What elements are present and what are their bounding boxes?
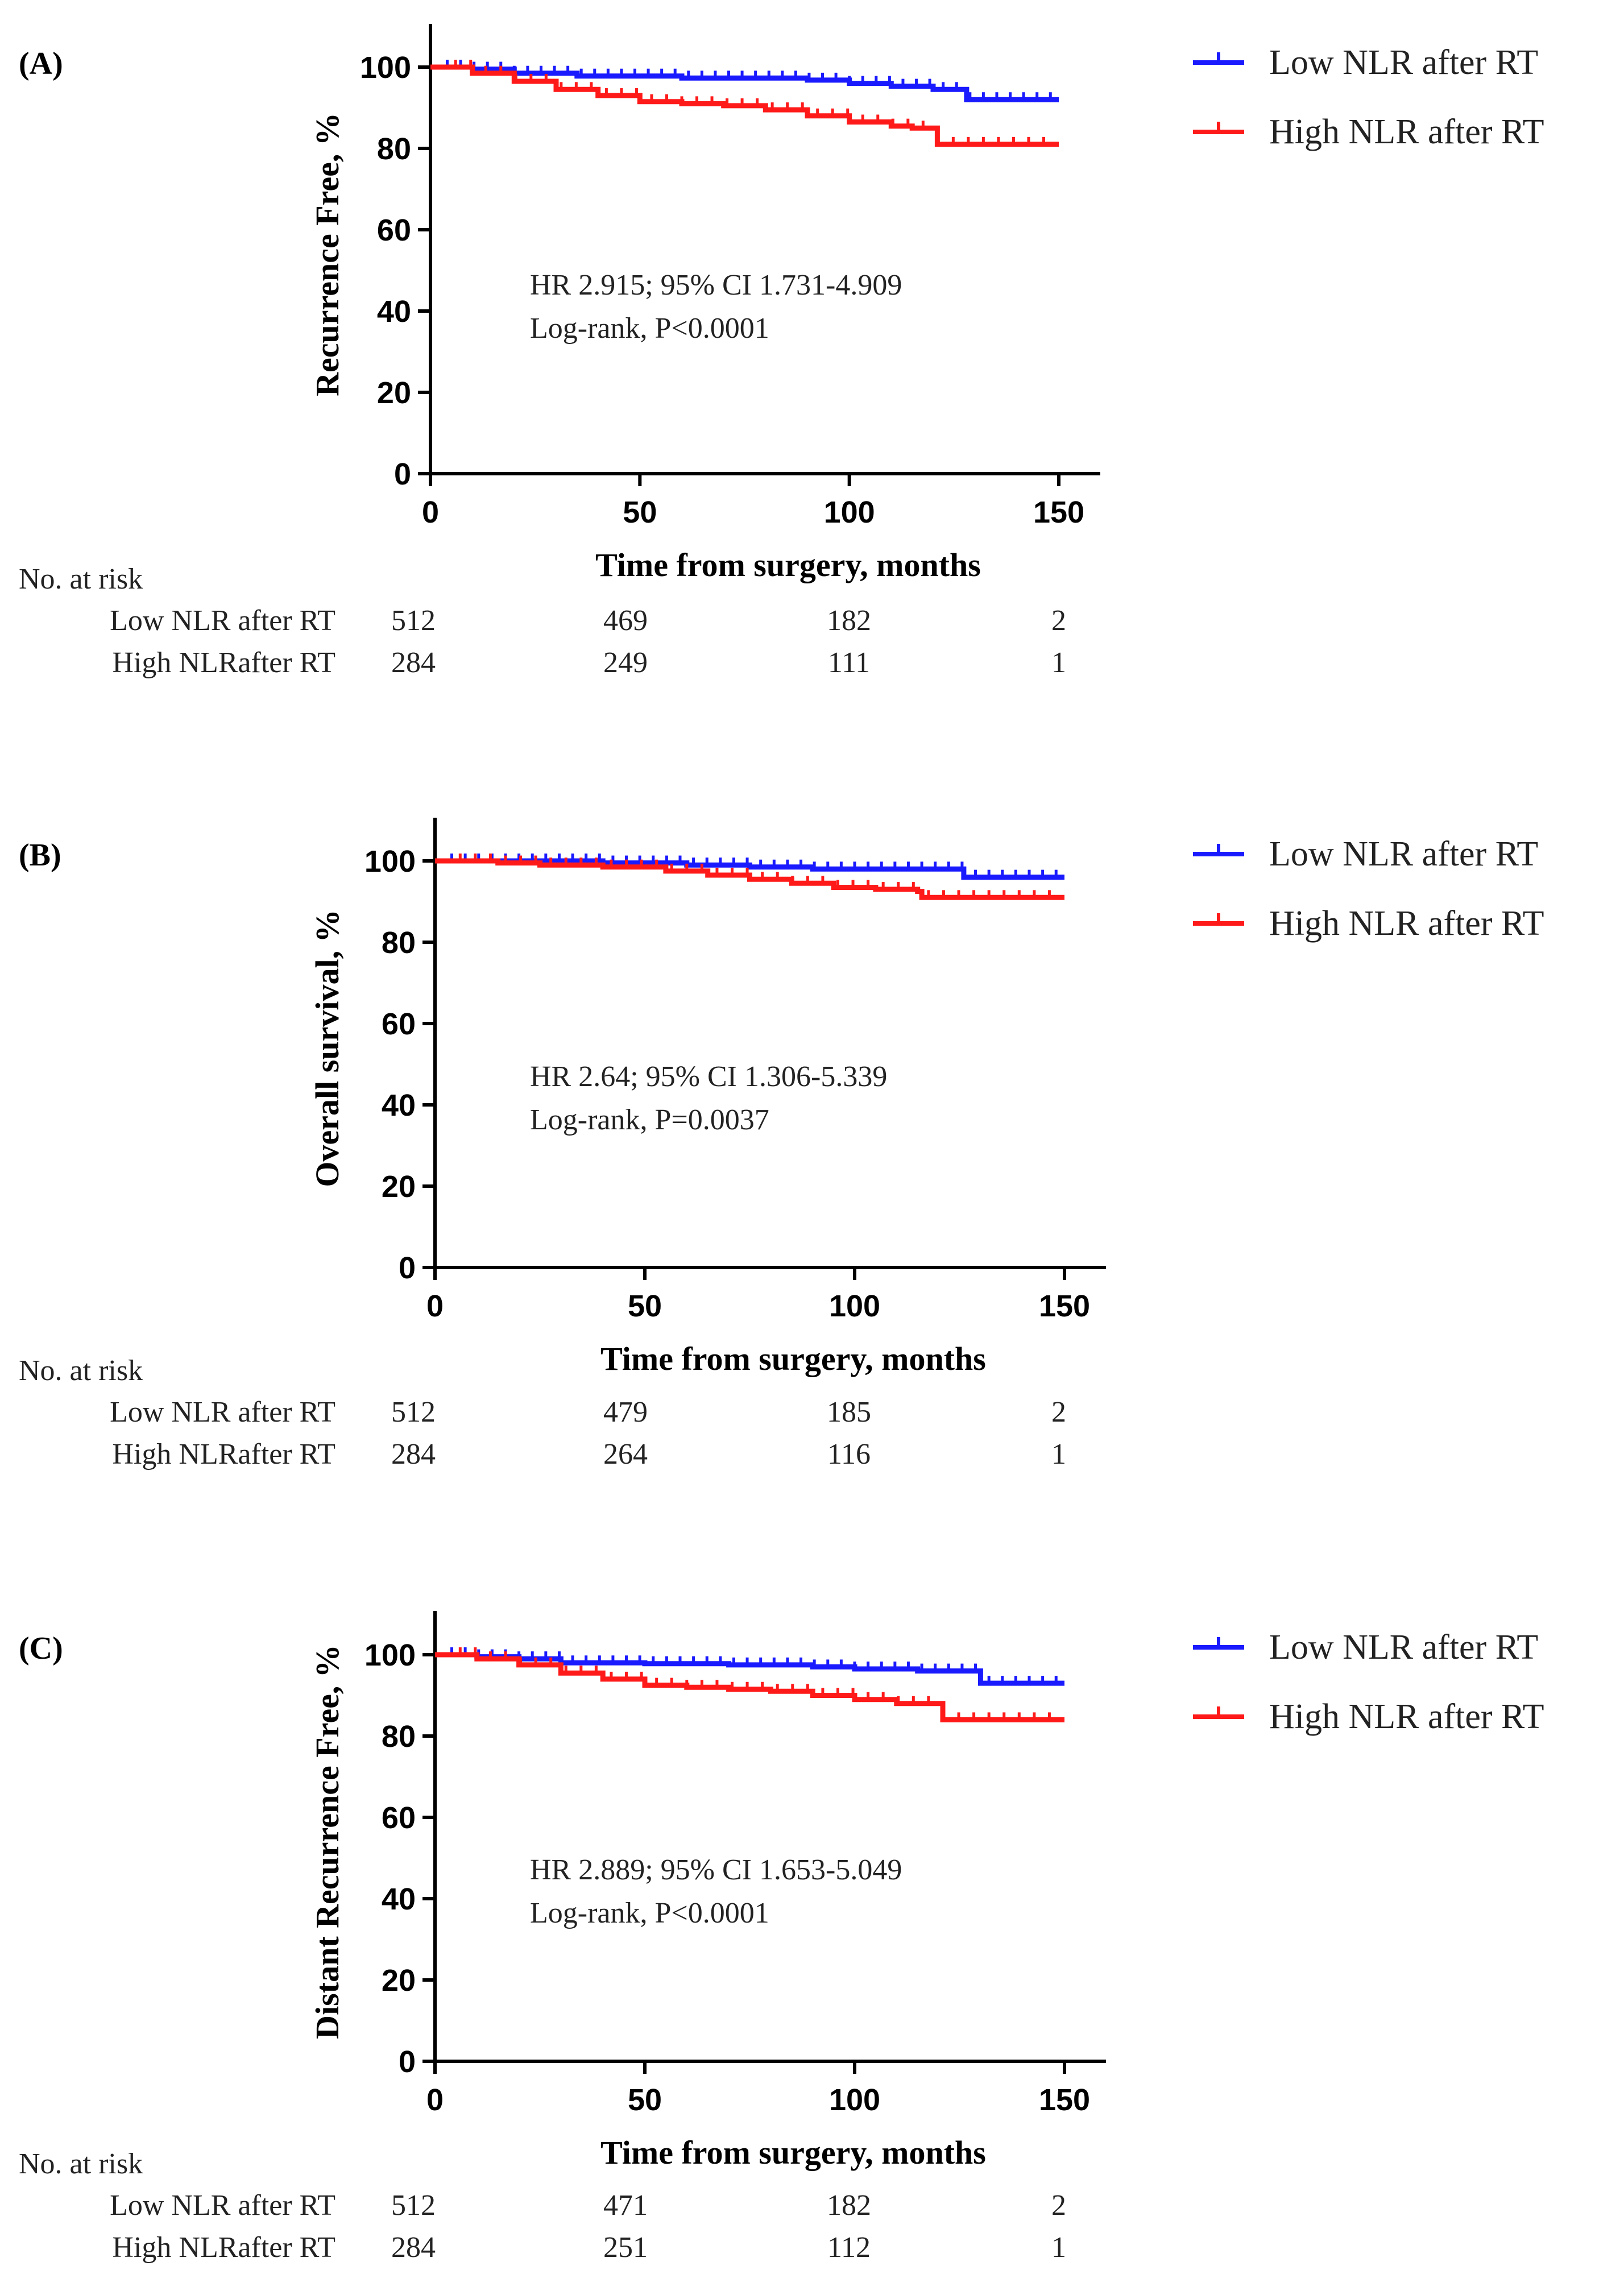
x-tick-label: 100 bbox=[824, 495, 875, 529]
x-tick-label: 50 bbox=[628, 1289, 662, 1323]
risk-row-label: Low NLR after RT bbox=[110, 2189, 335, 2222]
risk-value: 1 bbox=[1051, 1438, 1066, 1470]
y-axis-title: Recurrence Free, % bbox=[309, 113, 346, 396]
x-tick-label: 100 bbox=[829, 1289, 880, 1323]
panel-a: (A) 0 20 40 60 80 100 0 50 100 150 Recurrence Free,… bbox=[19, 24, 1544, 679]
risk-value: 471 bbox=[603, 2189, 648, 2222]
y-tick-label: 0 bbox=[394, 457, 411, 491]
risk-row-label: High NLRafter RT bbox=[112, 2231, 335, 2264]
risk-value: 182 bbox=[827, 2189, 871, 2222]
risk-value: 1 bbox=[1051, 2231, 1066, 2264]
y-tick-label: 20 bbox=[377, 376, 411, 410]
km-curve bbox=[430, 64, 1059, 147]
legend-label: Low NLR after RT bbox=[1269, 43, 1538, 82]
y-tick-label: 40 bbox=[377, 295, 411, 329]
hr-annotation-line: Log-rank, P<0.0001 bbox=[530, 1897, 769, 1929]
risk-value: 116 bbox=[827, 1438, 871, 1470]
risk-row-label: Low NLR after RT bbox=[110, 604, 335, 637]
risk-row-label: High NLRafter RT bbox=[112, 647, 335, 679]
y-tick-label: 40 bbox=[382, 1882, 416, 1916]
risk-value: 112 bbox=[827, 2231, 871, 2264]
risk-row-label: Low NLR after RT bbox=[110, 1396, 335, 1428]
legend-label: Low NLR after RT bbox=[1269, 1628, 1538, 1667]
series-low-nlr bbox=[435, 854, 1064, 880]
x-tick-label: 0 bbox=[426, 2083, 444, 2117]
x-tick-label: 150 bbox=[1039, 1289, 1090, 1323]
risk-value: 2 bbox=[1051, 1396, 1066, 1428]
y-tick-label: 60 bbox=[382, 1007, 416, 1041]
panel-label: (B) bbox=[19, 838, 61, 873]
panel-c: (C) 0 20 40 60 80 100 0 50 100 150 Distant Recurren… bbox=[19, 1611, 1544, 2264]
panel-label: (A) bbox=[19, 46, 63, 81]
risk-value: 182 bbox=[827, 604, 871, 637]
y-tick-label: 0 bbox=[399, 1251, 416, 1285]
x-tick-label: 50 bbox=[623, 495, 657, 529]
risk-value: 2 bbox=[1051, 604, 1066, 637]
hr-annotation-line: HR 2.64; 95% CI 1.306-5.339 bbox=[530, 1060, 887, 1093]
risk-value: 251 bbox=[603, 2231, 648, 2264]
series-high-nlr bbox=[435, 854, 1064, 900]
x-tick-label: 150 bbox=[1039, 2083, 1090, 2117]
x-tick-label: 50 bbox=[628, 2083, 662, 2117]
legend-label: Low NLR after RT bbox=[1269, 835, 1538, 873]
legend-label: High NLR after RT bbox=[1269, 1697, 1544, 1736]
y-tick-label: 100 bbox=[364, 844, 416, 879]
risk-value: 185 bbox=[827, 1396, 871, 1428]
risk-value: 284 bbox=[391, 1438, 436, 1470]
hr-annotation-line: HR 2.915; 95% CI 1.731-4.909 bbox=[530, 269, 902, 301]
risk-value: 111 bbox=[828, 647, 870, 679]
km-curve bbox=[435, 1652, 1064, 1722]
x-axis-title: Time from surgery, months bbox=[595, 546, 981, 583]
y-tick-label: 20 bbox=[382, 1963, 416, 1998]
risk-value: 264 bbox=[603, 1438, 648, 1470]
y-axis-title: Overall survival, % bbox=[309, 909, 346, 1187]
y-axis-title: Distant Recurrence Free, % bbox=[309, 1644, 346, 2039]
y-tick-label: 40 bbox=[382, 1088, 416, 1122]
x-tick-label: 100 bbox=[829, 2083, 880, 2117]
hr-annotation-line: Log-rank, P=0.0037 bbox=[530, 1104, 769, 1136]
x-tick-label: 0 bbox=[426, 1289, 444, 1323]
risk-value: 284 bbox=[391, 2231, 436, 2264]
hr-annotation-line: HR 2.889; 95% CI 1.653-5.049 bbox=[530, 1854, 902, 1886]
risk-value: 284 bbox=[391, 647, 436, 679]
risk-value: 512 bbox=[391, 604, 436, 637]
legend-label: High NLR after RT bbox=[1269, 113, 1544, 151]
risk-value: 249 bbox=[603, 647, 648, 679]
hr-annotation-line: Log-rank, P<0.0001 bbox=[530, 312, 769, 345]
y-tick-label: 80 bbox=[377, 132, 411, 166]
km-curve bbox=[435, 858, 1064, 900]
risk-heading: No. at risk bbox=[19, 1354, 143, 1387]
x-axis-title: Time from surgery, months bbox=[600, 2134, 986, 2171]
x-axis-title: Time from surgery, months bbox=[600, 1340, 986, 1377]
x-tick-label: 150 bbox=[1033, 495, 1084, 529]
risk-heading: No. at risk bbox=[19, 563, 143, 595]
risk-value: 2 bbox=[1051, 2189, 1066, 2222]
km-curve bbox=[435, 1652, 1064, 1686]
risk-value: 469 bbox=[603, 604, 648, 637]
y-tick-label: 20 bbox=[382, 1170, 416, 1204]
series-high-nlr bbox=[430, 60, 1059, 147]
risk-value: 1 bbox=[1051, 647, 1066, 679]
y-tick-label: 100 bbox=[364, 1638, 416, 1672]
series-high-nlr bbox=[435, 1647, 1064, 1722]
risk-row-label: High NLRafter RT bbox=[112, 1438, 335, 1470]
risk-value: 512 bbox=[391, 1396, 436, 1428]
legend-label: High NLR after RT bbox=[1269, 904, 1544, 943]
y-tick-label: 60 bbox=[382, 1801, 416, 1835]
risk-value: 479 bbox=[603, 1396, 648, 1428]
y-tick-label: 60 bbox=[377, 213, 411, 247]
y-tick-label: 100 bbox=[360, 51, 411, 85]
panel-label: (C) bbox=[19, 1631, 63, 1666]
y-tick-label: 80 bbox=[382, 1720, 416, 1754]
risk-value: 512 bbox=[391, 2189, 436, 2222]
panel-b: (B) 0 20 40 60 80 100 0 50 100 150 Overall survival… bbox=[19, 818, 1544, 1470]
x-tick-label: 0 bbox=[422, 495, 439, 529]
y-tick-label: 0 bbox=[399, 2045, 416, 2079]
risk-heading: No. at risk bbox=[19, 2148, 143, 2180]
y-tick-label: 80 bbox=[382, 926, 416, 960]
